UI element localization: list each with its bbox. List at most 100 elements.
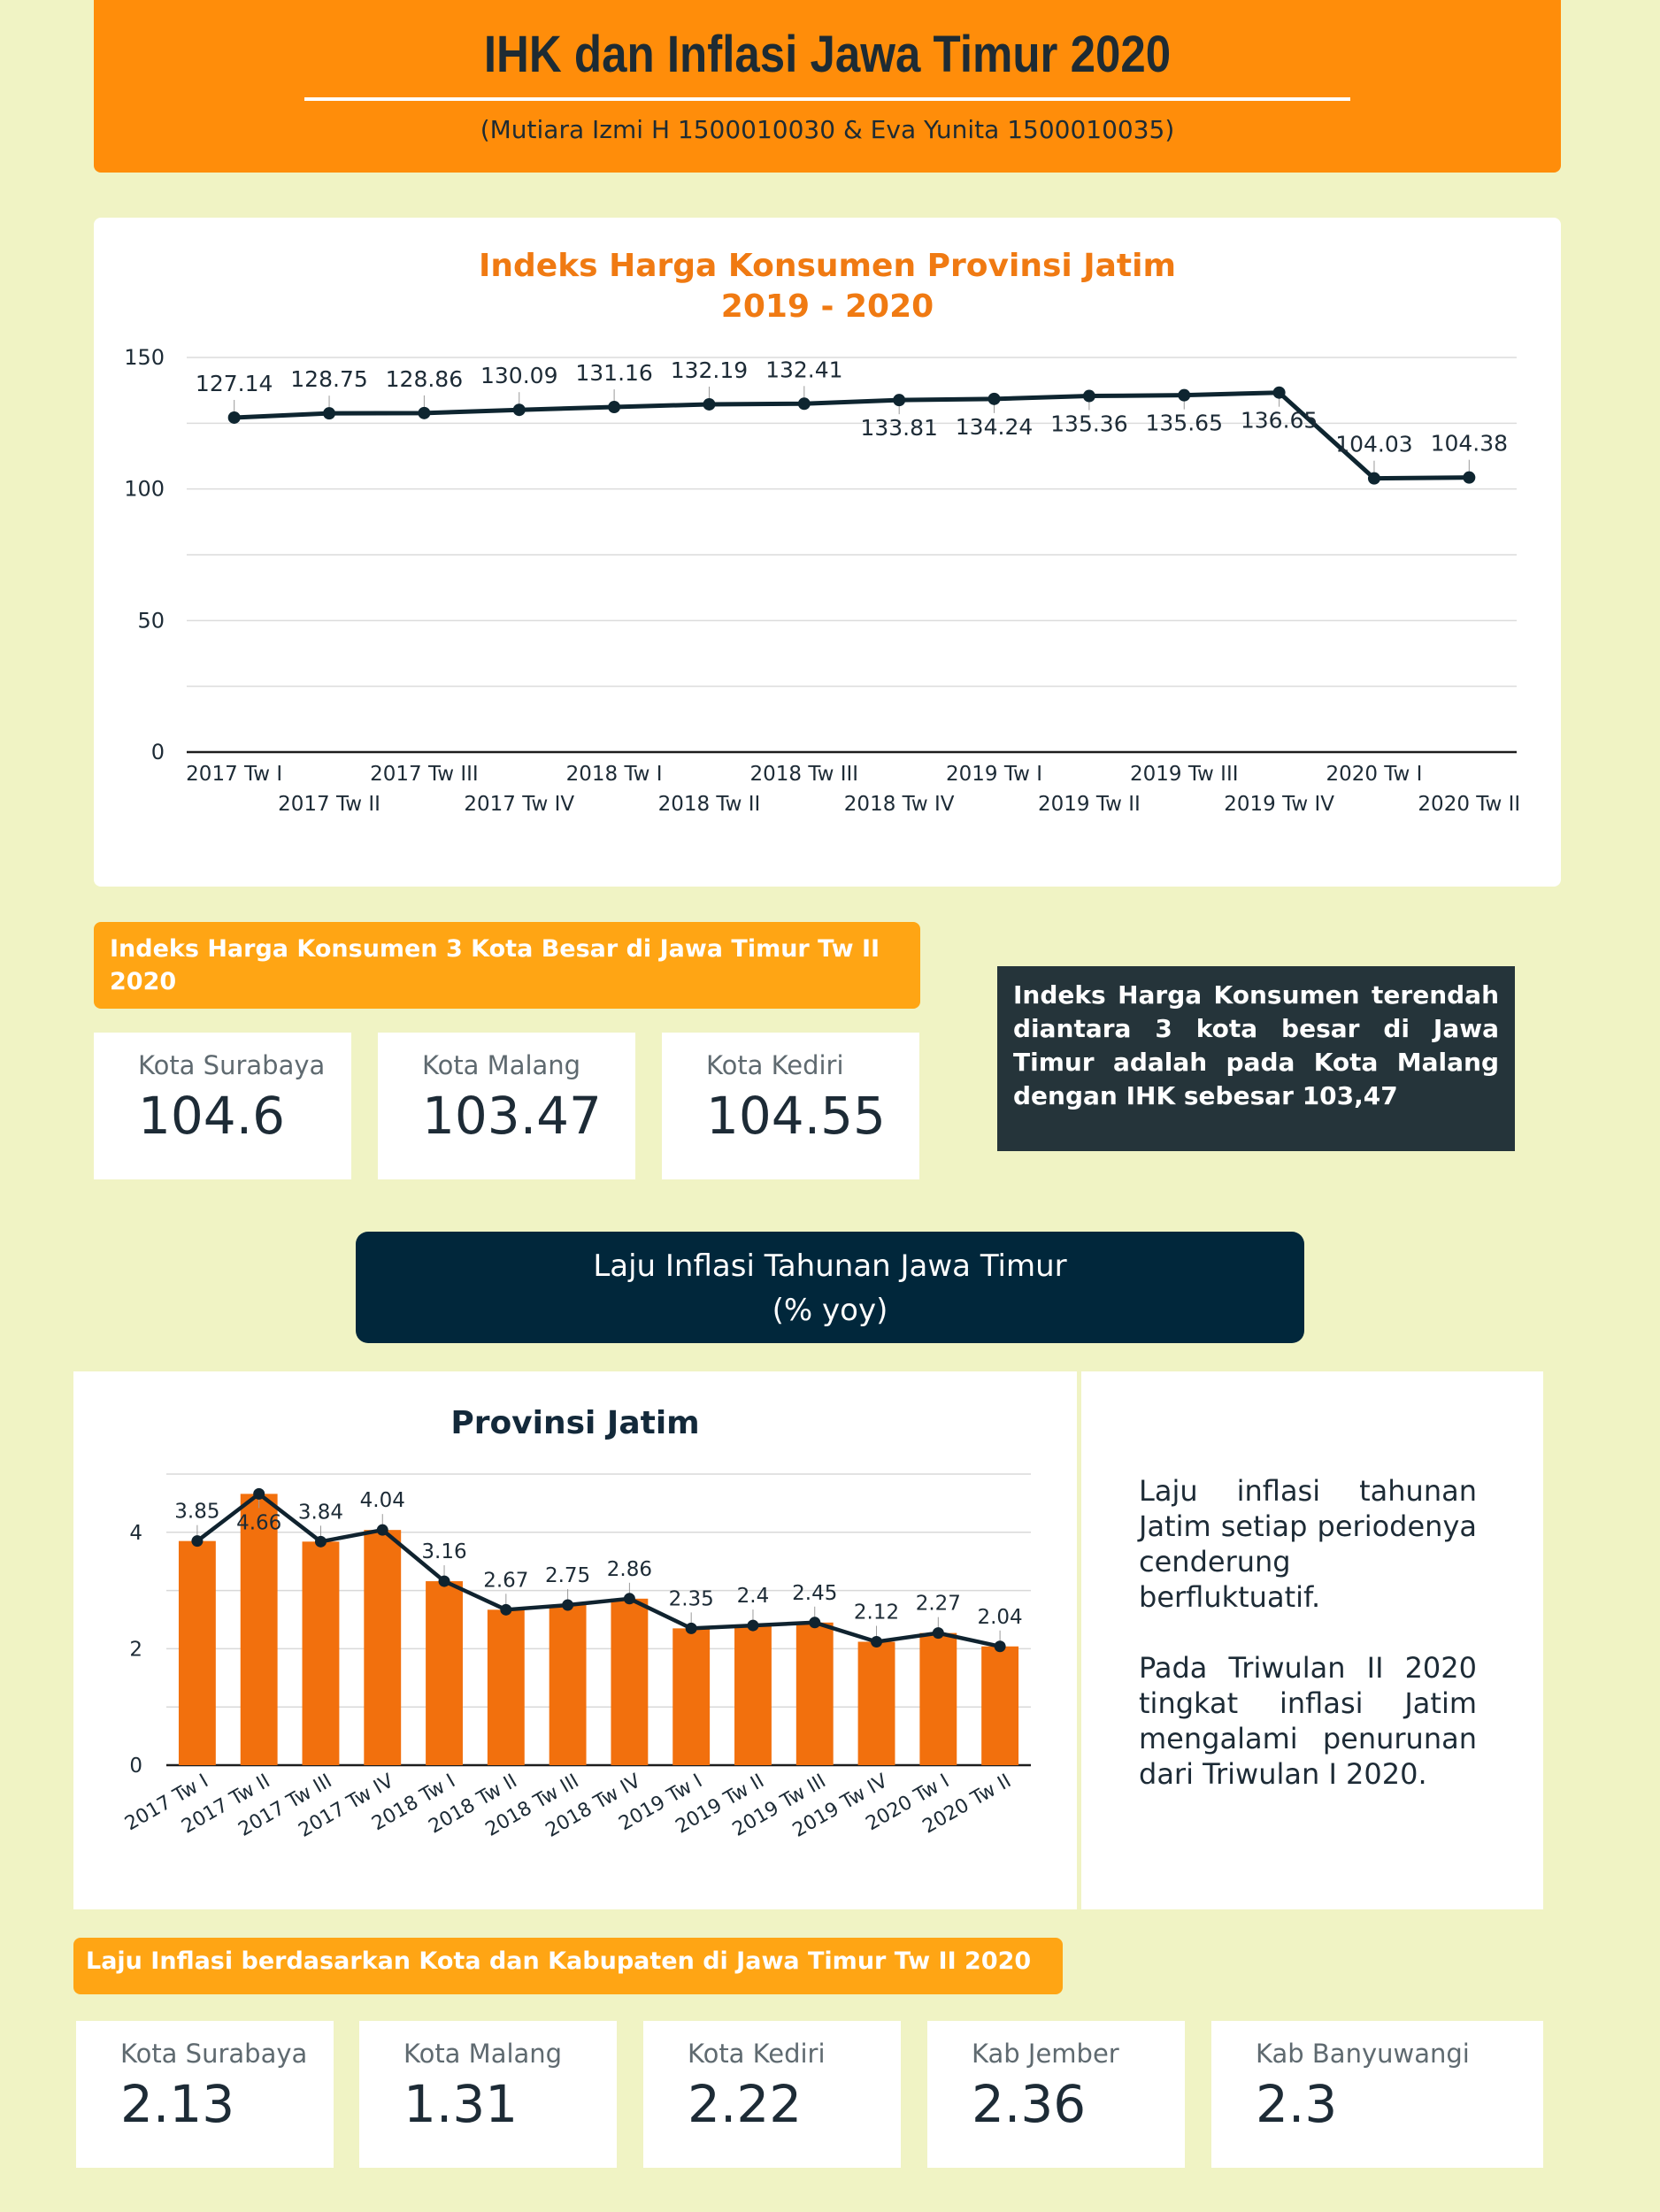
inflation-bar: [795, 1622, 834, 1765]
ihk-data-label: 133.81: [860, 415, 937, 441]
ihk-card-label: Kota Kediri: [706, 1050, 844, 1080]
ihk-data-label: 104.03: [1335, 432, 1412, 457]
regional-card-label: Kab Banyuwangi: [1256, 2039, 1470, 2069]
x-tick-label: 2019 Tw I: [946, 763, 1042, 786]
inflation-data-label: 4.04: [360, 1489, 405, 1512]
y-tick-label: 150: [124, 345, 165, 370]
page-title: IHK dan Inflasi Jawa Timur 2020: [483, 26, 1172, 83]
page-subtitle: (Mutiara Izmi H 1500010030 & Eva Yunita …: [480, 115, 1175, 144]
regional-card-banyuwangi: Kab Banyuwangi 2.3: [1211, 2021, 1543, 2168]
ihk-data-point: [1367, 472, 1380, 485]
inflation-section-banner: Laju Inflasi Tahunan Jawa Timur (% yoy): [356, 1232, 1304, 1343]
inflation-data-point: [438, 1575, 450, 1587]
ihk-data-point: [1272, 386, 1286, 399]
ihk-data-label: 127.14: [196, 371, 273, 396]
ihk-data-point: [512, 403, 526, 417]
inflation-data-label: 2.27: [916, 1593, 961, 1616]
inflation-bar-chart: 0 2 4 3.85 4.66 3.84 4.04 3.16 2.67 2.75 2.86 2.35 2…: [121, 1473, 1031, 1842]
inflation-data-point: [191, 1535, 204, 1548]
ihk-data-label: 135.65: [1146, 411, 1223, 436]
regional-card-malang: Kota Malang 1.31: [359, 2021, 617, 2168]
inflation-data-label: 2.4: [737, 1585, 770, 1608]
ihk-data-label: 132.19: [671, 357, 748, 383]
x-tick-label: 2018 Tw IV: [844, 793, 955, 816]
ihk-data-point: [893, 394, 906, 407]
regional-card-label: Kab Jember: [972, 2039, 1119, 2069]
x-tick-label: 2020 Tw I: [1326, 763, 1422, 786]
ihk-data-label: 104.38: [1431, 431, 1508, 457]
ihk-data-label: 135.36: [1050, 411, 1127, 437]
x-tick-label: 2019 Tw IV: [1224, 793, 1334, 816]
inflation-banner-unit: (% yoy): [772, 1293, 888, 1328]
inflation-bar: [672, 1628, 711, 1765]
inflation-banner-title: Laju Inflasi Tahunan Jawa Timur: [593, 1248, 1067, 1284]
inflation-series-line: [196, 1492, 1001, 1648]
inflation-data-point: [623, 1593, 635, 1605]
inflation-data-point: [932, 1627, 944, 1640]
regional-card-label: Kota Malang: [403, 2039, 563, 2069]
inflation-data-point: [685, 1622, 697, 1634]
inflation-data-point: [314, 1535, 327, 1548]
regional-card-value: 2.36: [972, 2074, 1087, 2134]
inflation-description: Laju inflasi tahunan Jatim setiap period…: [1139, 1473, 1477, 1792]
y-tick-label: 4: [129, 1522, 142, 1545]
ihk-series-line: [234, 390, 1470, 481]
inflation-bar: [734, 1625, 772, 1765]
regional-card-surabaya: Kota Surabaya 2.13: [76, 2021, 334, 2168]
ihk-chart-card: Indeks Harga Konsumen Provinsi Jatim 201…: [94, 218, 1561, 887]
inflation-data-label: 2.86: [607, 1558, 652, 1581]
ihk-lowest-note: Indeks Harga Konsumen terendah diantara …: [997, 966, 1515, 1151]
x-tick-label: 2019 Tw II: [1038, 793, 1141, 816]
regional-card-value: 2.22: [688, 2074, 803, 2134]
inflation-data-label: 2.12: [854, 1601, 899, 1624]
ihk-card-value: 104.6: [138, 1086, 286, 1146]
ihk-data-label: 136.65: [1241, 408, 1318, 434]
y-tick-label: 100: [124, 477, 165, 502]
regional-card-value: 2.3: [1256, 2074, 1338, 2134]
ihk-card-value: 104.55: [706, 1086, 886, 1146]
ihk-data-point: [1178, 388, 1191, 402]
ihk-line-chart: 0 50 100 150 2017 Tw I 2017 Tw II 2017 Tw III 2…: [124, 345, 1520, 816]
inflation-bar: [919, 1632, 957, 1765]
regional-card-label: Kota Kediri: [688, 2039, 826, 2069]
inflation-bar: [981, 1646, 1019, 1765]
inflation-data-point: [500, 1603, 512, 1616]
inflation-data-label: 2.75: [545, 1564, 590, 1587]
ihk-card-label: Kota Malang: [422, 1050, 581, 1080]
ihk-card-surabaya: Kota Surabaya 104.6: [94, 1033, 351, 1179]
ihk-card-malang: Kota Malang 103.47: [378, 1033, 635, 1179]
regional-card-value: 2.13: [120, 2074, 235, 2134]
ihk-data-point: [608, 401, 621, 414]
ihk-data-label: 132.41: [765, 357, 842, 382]
inflation-data-point: [253, 1487, 265, 1500]
header-divider: [304, 97, 1350, 101]
x-tick-label: 2018 Tw I: [566, 763, 663, 786]
x-tick-label: 2020 Tw II: [1418, 793, 1520, 816]
inflation-bar: [302, 1541, 340, 1765]
ihk-data-point: [797, 397, 811, 411]
ihk-data-label: 130.09: [480, 363, 557, 388]
inflation-data-label: 2.04: [977, 1606, 1022, 1629]
inflation-data-label: 3.16: [421, 1540, 466, 1563]
header-banner: IHK dan Inflasi Jawa Timur 2020 (Mutiara…: [94, 0, 1561, 173]
inflation-paragraph-2: Pada Triwulan II 2020 tingkat inflasi Ja…: [1139, 1651, 1477, 1791]
inflation-text-card: [1081, 1371, 1543, 1909]
y-tick-label: 50: [137, 608, 165, 633]
x-tick-label: 2017 Tw I: [186, 763, 282, 786]
ihk-data-label: 128.86: [386, 366, 463, 392]
inflation-data-label: 2.45: [792, 1582, 837, 1605]
inflation-bar: [178, 1540, 216, 1765]
inflation-bar: [426, 1581, 463, 1765]
ihk-card-kediri: Kota Kediri 104.55: [662, 1033, 919, 1179]
ihk-data-point: [1463, 471, 1476, 484]
x-tick-label: 2018 Tw II: [658, 793, 761, 816]
ihk-data-point: [418, 406, 431, 419]
ihk-data-label: 128.75: [290, 366, 367, 392]
ihk-data-label: 131.16: [575, 360, 652, 386]
inflation-data-label: 2.67: [483, 1569, 528, 1592]
ihk-card-label: Kota Surabaya: [138, 1050, 326, 1080]
ihk-chart-title-line1: Indeks Harga Konsumen Provinsi Jatim: [478, 248, 1176, 284]
x-tick-label: 2017 Tw II: [278, 793, 380, 816]
inflation-bar: [240, 1494, 278, 1765]
ihk-data-label: 134.24: [956, 414, 1033, 440]
